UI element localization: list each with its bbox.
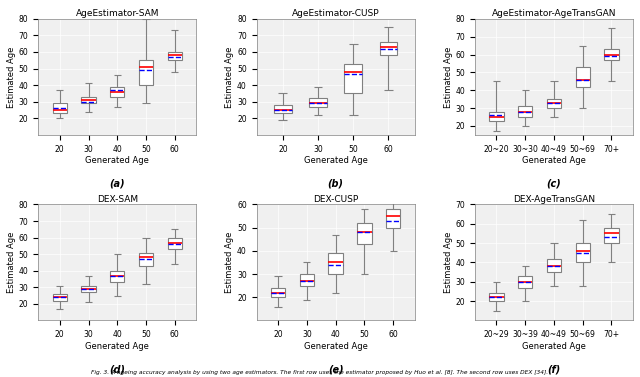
Bar: [380, 42, 397, 55]
Text: (e): (e): [328, 365, 344, 374]
Text: (a): (a): [109, 179, 125, 189]
Title: DEX-AgeTransGAN: DEX-AgeTransGAN: [513, 195, 595, 204]
Bar: [575, 67, 590, 87]
Bar: [168, 238, 182, 249]
Bar: [604, 228, 619, 243]
X-axis label: Generated Age: Generated Age: [304, 156, 367, 166]
Bar: [139, 253, 153, 266]
Bar: [489, 112, 504, 121]
Y-axis label: Estimated Age: Estimated Age: [444, 46, 452, 107]
Y-axis label: Estimated Age: Estimated Age: [7, 46, 16, 107]
X-axis label: Generated Age: Generated Age: [85, 342, 149, 351]
Bar: [344, 64, 362, 93]
Bar: [518, 276, 532, 288]
Title: DEX-CUSP: DEX-CUSP: [313, 195, 358, 204]
Text: (b): (b): [328, 179, 344, 189]
Bar: [328, 253, 343, 274]
Title: AgeEstimator-AgeTransGAN: AgeEstimator-AgeTransGAN: [492, 9, 616, 18]
Bar: [357, 223, 372, 244]
Bar: [110, 271, 125, 282]
X-axis label: Generated Age: Generated Age: [304, 342, 367, 351]
Text: (c): (c): [547, 179, 561, 189]
Bar: [271, 288, 285, 297]
Bar: [386, 209, 401, 228]
Bar: [489, 293, 504, 301]
Y-axis label: Estimated Age: Estimated Age: [225, 46, 234, 107]
Y-axis label: Estimated Age: Estimated Age: [7, 232, 16, 293]
Y-axis label: Estimated Age: Estimated Age: [225, 232, 234, 293]
X-axis label: Generated Age: Generated Age: [85, 156, 149, 166]
Bar: [52, 294, 67, 300]
Bar: [547, 99, 561, 108]
Bar: [274, 105, 292, 113]
Title: AgeEstimator-SAM: AgeEstimator-SAM: [76, 9, 159, 18]
Bar: [81, 286, 96, 292]
X-axis label: Generated Age: Generated Age: [522, 342, 586, 351]
Bar: [52, 103, 67, 113]
Bar: [309, 98, 327, 107]
Text: (d): (d): [109, 365, 125, 374]
Text: (f): (f): [547, 365, 561, 374]
Title: AgeEstimator-CUSP: AgeEstimator-CUSP: [292, 9, 380, 18]
Bar: [604, 49, 619, 60]
Bar: [547, 259, 561, 272]
Bar: [81, 97, 96, 103]
X-axis label: Generated Age: Generated Age: [522, 156, 586, 166]
Bar: [139, 60, 153, 85]
Title: DEX-SAM: DEX-SAM: [97, 195, 138, 204]
Text: Fig. 3. A ageing accuracy analysis by using two age estimators. The first row us: Fig. 3. A ageing accuracy analysis by us…: [92, 370, 548, 375]
Y-axis label: Estimated Age: Estimated Age: [444, 232, 452, 293]
Bar: [168, 52, 182, 60]
Bar: [110, 87, 125, 97]
Bar: [518, 106, 532, 117]
Bar: [575, 243, 590, 262]
Bar: [300, 274, 314, 286]
